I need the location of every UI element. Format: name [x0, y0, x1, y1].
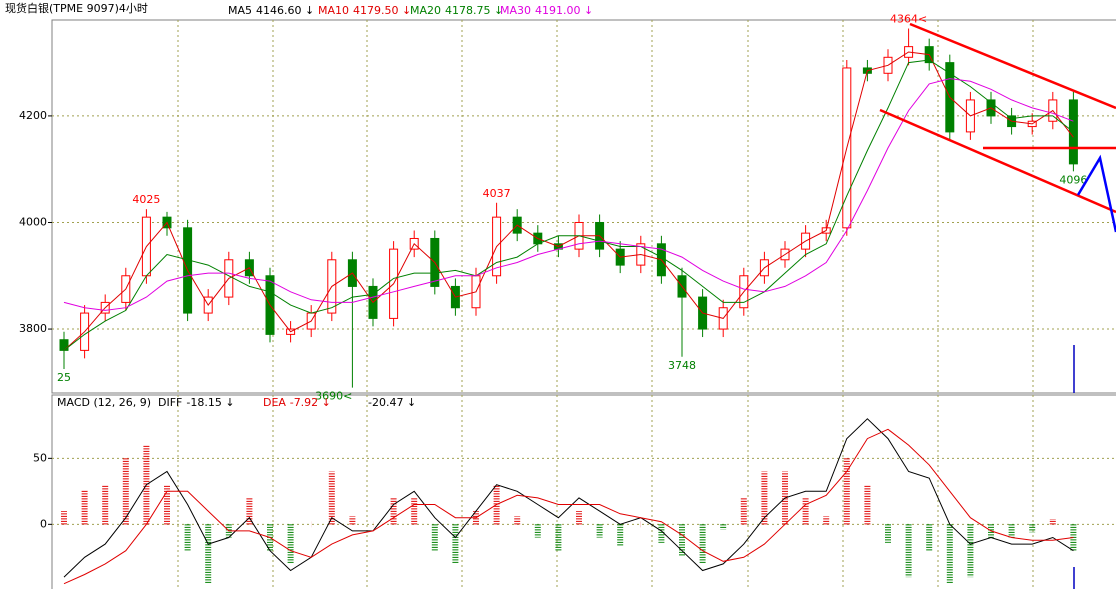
high-label: 4037	[483, 187, 511, 200]
y-tick-label: 4000	[19, 215, 47, 228]
legend-name: DIFF	[158, 396, 182, 409]
trend-line	[879, 108, 1116, 214]
legend-reading: 4191.00 ↓	[535, 4, 593, 17]
legend-reading: 4179.50 ↓	[353, 4, 411, 17]
legend-entry: DEA -7.92 ↓	[263, 396, 331, 409]
legend-reading: 4146.60 ↓	[256, 4, 314, 17]
legend-name: MA30	[500, 4, 531, 17]
price-panel	[51, 19, 1116, 394]
low-label: 3690<	[315, 390, 352, 403]
indicator-line	[63, 418, 1074, 578]
legend-reading: 4178.75 ↓	[445, 4, 503, 17]
legend-entry: MA5 4146.60 ↓	[228, 4, 314, 17]
high-label: 4025	[132, 193, 160, 206]
legend-name: MA20	[410, 4, 441, 17]
indicator-line	[63, 78, 1074, 311]
legend-entry: MA10 4179.50 ↓	[318, 4, 411, 17]
legend-entry: MA30 4191.00 ↓	[500, 4, 593, 17]
indicator-line	[63, 428, 1074, 585]
legend-reading: -18.15 ↓	[186, 396, 234, 409]
y-tick-label: 0	[40, 517, 47, 530]
histogram-reading: -20.47 ↓	[368, 396, 416, 409]
chart-title: 现货白银(TPME 9097)4小时	[5, 1, 148, 15]
indicator-line	[63, 59, 1074, 351]
drawings	[879, 22, 1116, 589]
legend-entry: DIFF -18.15 ↓	[158, 396, 235, 409]
indicator-title: MACD (12, 26, 9)	[57, 396, 151, 409]
low-label: 25	[57, 371, 71, 384]
legend-name: MA5	[228, 4, 252, 17]
y-tick-label: 50	[33, 451, 47, 464]
low-label: 3748	[668, 359, 696, 372]
plot: 3800 4000 4200 25 4025 3690< 4037 3748 4364< 4096…	[19, 4, 1116, 585]
macd-panel	[51, 394, 1116, 589]
legend-reading: -7.92 ↓	[290, 396, 331, 409]
legend-entry: MA20 4178.75 ↓	[410, 4, 503, 17]
legend-name: MA10	[318, 4, 349, 17]
trend-line	[909, 22, 1116, 110]
y-tick-label: 3800	[19, 322, 47, 335]
indicator-line	[63, 51, 1074, 351]
high-label: 4364<	[890, 13, 927, 26]
low-label: 4096	[1059, 173, 1087, 186]
legend-name: DEA	[263, 396, 286, 409]
projection-line	[1076, 154, 1116, 233]
y-tick-label: 4200	[19, 109, 47, 122]
